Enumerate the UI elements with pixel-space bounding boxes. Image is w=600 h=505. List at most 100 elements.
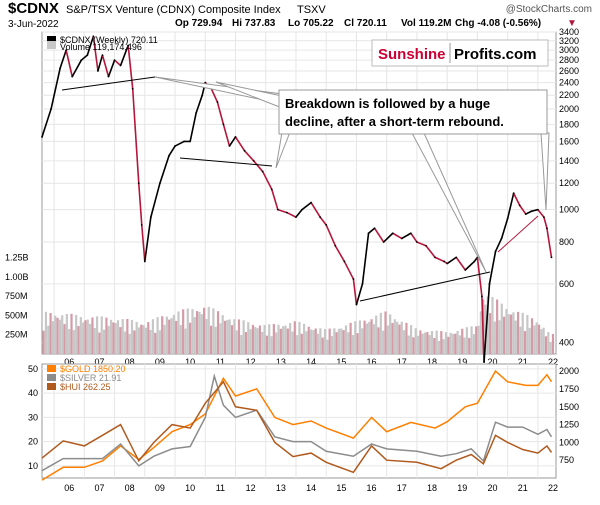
- volume-bar-116: [312, 330, 315, 354]
- cdnx-point-47: [361, 282, 364, 285]
- cdnx-point-52: [400, 237, 403, 240]
- trendline-2016-2020: [359, 271, 491, 302]
- cdnx-segment-74: [537, 209, 545, 218]
- cdnx-point-53: [409, 232, 412, 235]
- volume-bar-157: [407, 335, 410, 354]
- cdnx-segment-46: [352, 278, 358, 305]
- cdnx-segment-68: [500, 218, 509, 239]
- volume-bar-205: [519, 326, 522, 354]
- lower-right-tick-1: 1000: [559, 437, 579, 447]
- cdnx-point-37: [286, 211, 288, 214]
- cdnx-point-42: [325, 224, 328, 226]
- volume-bar-151: [393, 319, 396, 354]
- legend-volume-swatch: [47, 41, 56, 49]
- lower-right-tick-5: 2000: [559, 366, 579, 376]
- cdnx-point-49: [373, 227, 376, 230]
- cdnx-point-2: [59, 67, 62, 70]
- volume-bar-174: [447, 336, 450, 354]
- cdnx-segment-18: [144, 216, 152, 262]
- volume-bar-107: [291, 331, 294, 354]
- lower-xtick-16: 22: [548, 483, 558, 493]
- volume-bar-145: [379, 312, 382, 354]
- volume-bar-4: [51, 321, 55, 354]
- main-ytick-4: 1200: [559, 178, 579, 188]
- cdnx-segment-5: [71, 59, 83, 78]
- cdnx-point-63: [481, 295, 483, 298]
- volume-ytick-3: 1.00B: [5, 272, 29, 282]
- volume-bar-55: [170, 318, 173, 354]
- cdnx-segment-72: [525, 210, 533, 215]
- cdnx-point-59: [455, 256, 458, 259]
- cdnx-point-40: [310, 201, 312, 204]
- cdnx-segment-3: [59, 49, 67, 69]
- main-right-axis: 400 600 800 1000 1200 1400 1600 1800 2000 2200 240…: [559, 27, 579, 348]
- volume-bar-102: [279, 328, 282, 354]
- volume-ytick-2: 750M: [5, 291, 28, 301]
- lower-right-tick-2: 1250: [559, 420, 579, 430]
- volume-bar-177: [454, 333, 457, 354]
- volume-bar-72: [209, 325, 213, 354]
- cdnx-segment-39: [295, 209, 303, 218]
- volume-bar-10: [65, 313, 68, 354]
- cdnx-point-24: [195, 111, 198, 114]
- cdnx-segment-6: [80, 54, 88, 61]
- volume-bar-54: [168, 319, 171, 354]
- volume-bar-206: [521, 312, 524, 354]
- volume-bar-62: [186, 308, 189, 354]
- cdnx-point-35: [270, 188, 273, 191]
- cdnx-segment-41: [310, 202, 321, 218]
- cdnx-point-25: [201, 94, 204, 97]
- callout-line-1: Breakdown is followed by a huge: [285, 96, 490, 111]
- volume-bar-101: [277, 324, 280, 354]
- legend-cdnx-label: $CDNX (Weekly) 720.11: [60, 35, 158, 45]
- cdnx-point-45: [352, 278, 355, 280]
- cdnx-point-26: [204, 81, 207, 84]
- volume-bar-110: [298, 321, 301, 354]
- volume-bar-196: [498, 320, 501, 354]
- volume-bar-63: [189, 322, 192, 354]
- lower-xtick-2: 08: [125, 483, 135, 493]
- lower-panel-frame: [41, 363, 557, 479]
- cdnx-point-23: [189, 140, 192, 143]
- volume-bar-142: [372, 324, 375, 354]
- volume-bar-199: [505, 308, 508, 354]
- cdnx-point-58: [446, 262, 449, 265]
- volume-bar-159: [412, 337, 415, 354]
- volume-bar-7: [58, 319, 61, 354]
- cdnx-segment-66: [488, 251, 497, 284]
- main-ytick-13: 3000: [559, 45, 579, 55]
- lower-left-tick-3: 40: [28, 388, 38, 398]
- cdnx-point-8: [97, 70, 99, 72]
- volume-bar-58: [177, 311, 180, 354]
- volume-bar-212: [535, 322, 538, 354]
- volume-bar-42: [140, 324, 143, 354]
- volume-bar-2: [47, 325, 50, 354]
- volume-bar-86: [242, 320, 245, 354]
- cdnx-segment-33: [243, 150, 255, 162]
- volume-bar-98: [270, 336, 273, 354]
- header-change: Chg -4.08 (-0.56%): [455, 18, 541, 29]
- cdnx-point-36: [276, 208, 279, 211]
- volume-bar-59: [179, 325, 182, 354]
- volume-bar-81: [230, 325, 234, 354]
- lower-right-tick-4: 1750: [559, 384, 579, 394]
- volume-bar-129: [342, 330, 345, 354]
- volume-bar-134: [354, 321, 357, 354]
- volume-bar-118: [316, 333, 320, 354]
- watermark-box: [371, 39, 549, 67]
- volume-bar-204: [516, 311, 520, 354]
- main-price-line: [41, 35, 553, 363]
- lower-left-tick-0: 10: [28, 461, 38, 471]
- lower-xtick-1: 07: [94, 483, 104, 493]
- lower-xtick-10: 16: [367, 483, 377, 493]
- cdnx-segment-49: [368, 227, 376, 234]
- main-ytick-9: 2200: [559, 90, 579, 100]
- volume-bar-40: [135, 321, 138, 354]
- volume-bar-14: [75, 314, 78, 354]
- cdnx-segment-55: [416, 241, 427, 247]
- lower-xtick-15: 21: [518, 483, 528, 493]
- lower-right-tick-0: 750: [559, 455, 574, 465]
- metals-legend-label-2: $HUI 262.25: [60, 382, 111, 392]
- volume-bar-120: [321, 337, 324, 354]
- main-xtick-13: 19: [457, 357, 467, 367]
